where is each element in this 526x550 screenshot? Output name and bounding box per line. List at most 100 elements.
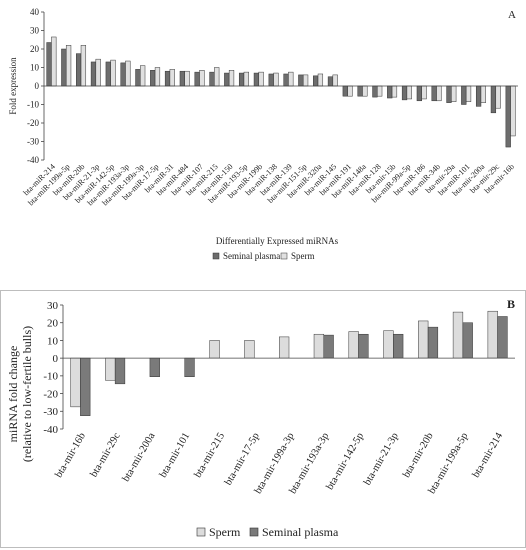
- bar-seminal-plasma-bta-mir-29c: [490, 85, 497, 114]
- bar-sperm-bta-mir-142-5p: [110, 59, 116, 87]
- legend-swatch-sperm-a: [280, 252, 288, 260]
- y-tick-label-a: 0: [35, 81, 40, 91]
- bar-sperm-bta-mir-138: [273, 72, 279, 87]
- bar-sperm-bta-mir-142-5p: [348, 331, 359, 359]
- bar-seminal-plasma-bta-mir-139: [283, 73, 289, 87]
- x-tick-label-bta-mir-20b: bta-mir-20b: [401, 431, 436, 480]
- bar-seminal-plasma-bta-mir-15b: [387, 85, 393, 99]
- bar-sperm-bta-mir-148a: [362, 85, 368, 97]
- y-tick-label-b: -40: [43, 424, 58, 436]
- bar-sperm-bta-mir-99a-5p: [406, 85, 412, 100]
- bar-sperm-bta-mir-193a-3p: [125, 60, 131, 87]
- y-axis-label-b-line2: (relative to low-fertile bulls): [20, 326, 34, 462]
- bar-seminal-plasma-bta-mir-199a-5p: [61, 48, 67, 87]
- bar-sperm-bta-mir-139: [288, 71, 294, 87]
- legend-label-sperm-a: Sperm: [291, 251, 315, 261]
- bar-seminal-plasma-bta-mir-484: [179, 70, 185, 87]
- bar-seminal-plasma-bta-mir-193-5p: [238, 72, 245, 87]
- x-tick-label-bta-mir-214: bta-mir-214: [471, 430, 506, 479]
- bar-sperm-bta-mir-215: [214, 67, 220, 87]
- panel-b: B miRNA fold change (relative to low-fer…: [0, 290, 526, 548]
- y-tick-label-b: -20: [43, 388, 58, 400]
- x-tick-label-bta-mir-142-5p: bta-mir-142-5p: [325, 431, 367, 492]
- bar-sperm-bta-mir-193-5p: [243, 71, 249, 87]
- x-tick-label-bta-mir-17-5p: bta-mir-17-5p: [223, 431, 262, 487]
- bar-seminal-plasma-bta-mir-101: [184, 357, 195, 377]
- bar-sperm-bta-mir-320a: [317, 73, 324, 87]
- bar-sperm-bta-mir-128: [377, 85, 383, 97]
- bar-seminal-plasma-bta-mir-150: [224, 72, 230, 87]
- bar-sperm-bta-mir-199a-3p: [140, 65, 146, 87]
- x-tick-label-bta-mir-21-3p: bta-mir-21-3p: [362, 431, 401, 487]
- bar-sperm-bta-mir-199a-3p: [279, 336, 290, 359]
- panel-a: A Fold expression Differentially Express…: [0, 0, 526, 270]
- legend-swatch-seminal-plasma-a: [212, 252, 220, 260]
- bar-seminal-plasma-bta-mir-148a: [357, 85, 363, 97]
- bar-sperm-bta-mir-214: [487, 310, 498, 359]
- x-tick-label-bta-mir-200a: bta-mir-200a: [121, 431, 158, 484]
- y-tick-label-a: 40: [30, 7, 40, 17]
- bar-seminal-plasma-bta-mir-128: [372, 85, 378, 98]
- bar-seminal-plasma-bta-mir-200a: [149, 357, 160, 377]
- y-tick-label-b: 0: [53, 353, 59, 365]
- y-tick-label-a: -40: [27, 155, 39, 165]
- panel-letter-a: A: [508, 9, 516, 21]
- legend-a: Seminal plasma Sperm: [212, 251, 315, 261]
- bar-seminal-plasma-bta-mir-145: [327, 76, 334, 87]
- bar-sperm-bta-mir-15b: [391, 85, 398, 98]
- bar-seminal-plasma-bta-mir-21-3p: [90, 61, 97, 87]
- bar-sperm-bta-mir-200a: [480, 85, 486, 103]
- bar-sperm-bta-mir-193a-3p: [313, 333, 325, 359]
- bar-sperm-bta-mir-21-3p: [383, 330, 394, 359]
- bar-sperm-bta-mir-21-3p: [95, 58, 101, 87]
- legend-label-sperm-b: Sperm: [209, 525, 241, 539]
- bar-seminal-plasma-bta-mir-21-3p: [393, 333, 404, 359]
- legend-label-seminal-plasma-a: Seminal plasma: [223, 251, 280, 261]
- bar-sperm-bta-mir-199b: [258, 71, 264, 87]
- y-tick-label-a: -20: [27, 118, 39, 128]
- bar-seminal-plasma-bta-mir-29a: [446, 85, 452, 103]
- bar-seminal-plasma-bta-mir-16b: [80, 357, 91, 416]
- bar-seminal-plasma-bta-mir-214: [46, 42, 52, 87]
- bar-seminal-plasma-bta-mir-20b: [76, 53, 82, 87]
- y-tick-label-a: 20: [30, 44, 40, 54]
- bar-sperm-bta-mir-214: [51, 36, 57, 87]
- bar-sperm-bta-mir-29a: [451, 85, 457, 102]
- bar-seminal-plasma-bta-mir-193a-3p: [120, 62, 126, 87]
- bar-sperm-bta-mir-16b: [70, 357, 81, 408]
- y-tick-label-b: 30: [47, 300, 59, 312]
- chart-b-svg: B miRNA fold change (relative to low-fer…: [6, 297, 515, 539]
- plot-a: 403020100-10-20-30-40bta-miR-214bta-miR-…: [22, 7, 518, 207]
- bar-sperm-bta-mir-34b: [436, 85, 442, 102]
- y-tick-label-b: 20: [47, 318, 59, 330]
- bar-sperm-bta-mir-145: [332, 74, 338, 87]
- bar-sperm-bta-mir-199a-5p: [65, 45, 72, 87]
- bar-sperm-bta-mir-20b: [418, 320, 429, 359]
- bar-seminal-plasma-bta-mir-142-5p: [105, 61, 111, 87]
- bar-sperm-bta-mir-20b: [80, 45, 87, 87]
- bar-seminal-plasma-bta-mir-320a: [313, 75, 319, 87]
- bar-sperm-bta-mir-29c: [105, 357, 116, 381]
- bar-seminal-plasma-bta-mir-214: [497, 316, 508, 359]
- bar-sperm-bta-mir-151-5p: [302, 74, 309, 87]
- bar-sperm-bta-mir-17-5p: [154, 67, 161, 87]
- bar-seminal-plasma-bta-mir-16b: [505, 85, 511, 148]
- bar-seminal-plasma-bta-mir-191: [342, 85, 348, 97]
- bar-seminal-plasma-bta-mir-186: [416, 85, 422, 102]
- x-tick-label-bta-mir-215: bta-mir-215: [193, 431, 228, 480]
- bar-seminal-plasma-bta-mir-215: [209, 71, 215, 87]
- y-axis-label-b: miRNA fold change: [6, 346, 20, 443]
- bar-sperm-bta-mir-215: [209, 340, 220, 359]
- y-tick-label-b: -30: [43, 406, 58, 418]
- y-tick-label-a: -10: [27, 100, 39, 110]
- bar-seminal-plasma-bta-mir-20b: [427, 326, 439, 359]
- y-tick-label-a: 10: [30, 63, 40, 73]
- bar-sperm-bta-mir-29c: [495, 85, 501, 109]
- bar-sperm-bta-mir-31: [169, 69, 175, 87]
- bar-sperm-bta-mir-16b: [510, 85, 516, 137]
- y-tick-label-b: -10: [43, 371, 58, 383]
- bar-sperm-bta-mir-199a-5p: [452, 311, 464, 359]
- bar-sperm-bta-mir-17-5p: [244, 340, 255, 359]
- bar-seminal-plasma-bta-mir-31: [164, 70, 171, 87]
